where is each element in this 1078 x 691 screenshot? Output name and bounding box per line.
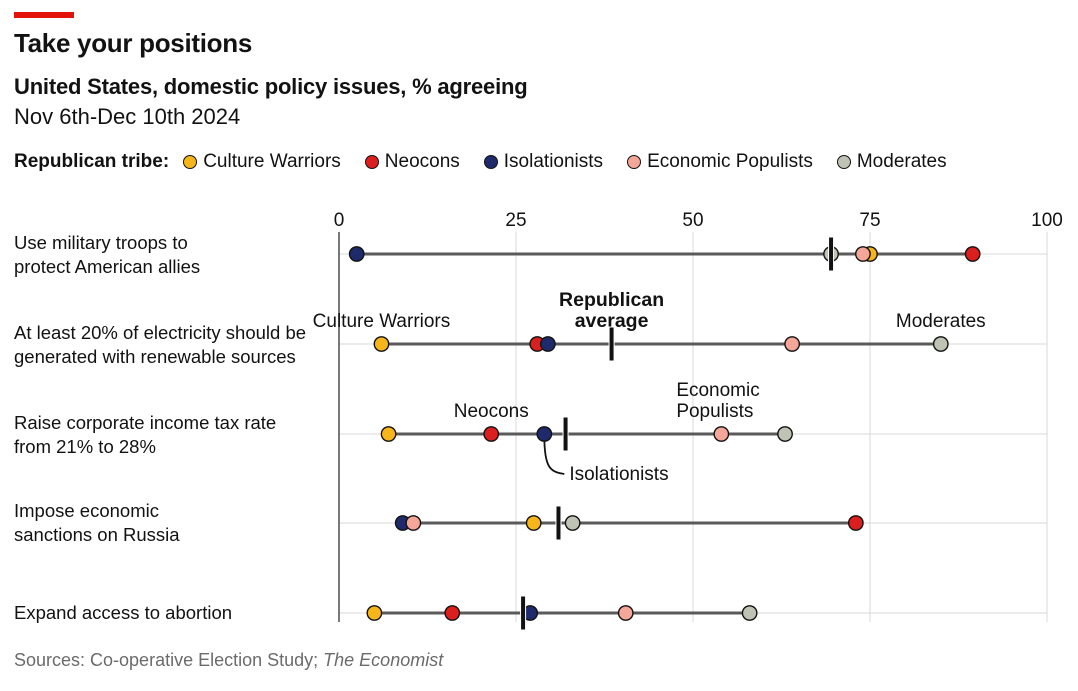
x-tick-label: 100 bbox=[1031, 210, 1063, 231]
accent-bar bbox=[14, 12, 74, 18]
annotation-moderates: Moderates bbox=[896, 311, 986, 332]
x-tick-label: 25 bbox=[505, 210, 526, 231]
dot-economic-populists bbox=[855, 246, 871, 262]
average-marker bbox=[520, 595, 527, 631]
dot-moderates bbox=[564, 515, 581, 531]
source-publication: The Economist bbox=[323, 650, 444, 670]
average-marker bbox=[562, 416, 569, 452]
annotation-isolationists: Isolationists bbox=[569, 464, 668, 485]
row-label-line: protect American allies bbox=[14, 256, 201, 277]
legend-item-economic-populists: Economic Populists bbox=[627, 151, 813, 173]
x-tick-label: 50 bbox=[682, 210, 703, 231]
dot-economic-populists bbox=[617, 605, 634, 621]
row-label-line: At least 20% of electricity should be bbox=[14, 322, 307, 343]
chart-subtitle: United States, domestic policy issues, %… bbox=[14, 74, 528, 99]
row-label-renewables: At least 20% of electricity should be ge… bbox=[14, 321, 334, 369]
source-note: Sources: Co-operative Election Study; Th… bbox=[14, 650, 443, 671]
legend-dot bbox=[483, 155, 498, 169]
annotation-republican-average: average bbox=[575, 310, 649, 332]
dot-culture-warriors bbox=[373, 336, 390, 352]
dot-culture-warriors bbox=[525, 515, 542, 531]
dot-neocons bbox=[847, 515, 864, 531]
annotation-culture-warriors: Culture Warriors bbox=[313, 311, 451, 332]
chart-title: Take your positions bbox=[14, 28, 252, 58]
annotation-republican-average: Republican bbox=[559, 289, 664, 311]
legend-dot bbox=[627, 155, 642, 169]
dot-isolationists bbox=[348, 246, 365, 262]
legend: Republican tribe: Culture Warriors Neoco… bbox=[14, 151, 971, 173]
legend-dot bbox=[183, 155, 198, 169]
legend-dot bbox=[364, 155, 379, 169]
row-label-line: Impose economic bbox=[14, 500, 159, 521]
dot-moderates bbox=[741, 605, 758, 621]
annotation-economic-populists: Economic bbox=[676, 380, 759, 401]
annotation-neocons: Neocons bbox=[454, 401, 529, 422]
source-text: Sources: Co-operative Election Study; bbox=[14, 650, 324, 670]
dot-economic-populists bbox=[784, 336, 801, 352]
dot-neocons bbox=[444, 605, 461, 621]
legend-label: Isolationists bbox=[503, 151, 604, 172]
row-label-line: sanctions on Russia bbox=[14, 524, 180, 545]
legend-item-neocons: Neocons bbox=[364, 151, 460, 173]
dot-neocons bbox=[483, 426, 500, 442]
dot-moderates bbox=[932, 336, 949, 352]
x-tick-label: 75 bbox=[859, 210, 880, 231]
legend-item-isolationists: Isolationists bbox=[483, 151, 604, 173]
annotation-leader-line bbox=[543, 435, 565, 475]
x-tick-label: 0 bbox=[334, 210, 345, 231]
dot-economic-populists bbox=[405, 515, 422, 531]
legend-label: Culture Warriors bbox=[203, 151, 341, 172]
annotation-economic-populists: Populists bbox=[676, 401, 753, 422]
row-label-abortion: Expand access to abortion bbox=[14, 601, 334, 625]
dot-moderates bbox=[777, 426, 793, 442]
legend-label: Neocons bbox=[384, 151, 460, 172]
legend-label: Economic Populists bbox=[647, 151, 813, 172]
dot-culture-warriors bbox=[366, 605, 383, 621]
dot-isolationists bbox=[536, 426, 553, 442]
legend-dot bbox=[836, 155, 851, 169]
average-marker bbox=[555, 505, 562, 541]
row-label-sanctions: Impose economic sanctions on Russia bbox=[14, 499, 334, 547]
dot-neocons bbox=[964, 246, 981, 262]
row-label-line: generated with renewable sources bbox=[14, 346, 296, 367]
row-label-line: Expand access to abortion bbox=[14, 602, 233, 623]
row-label-line: Raise corporate income tax rate bbox=[14, 412, 277, 433]
legend-item-culture-warriors: Culture Warriors bbox=[183, 151, 341, 173]
average-marker bbox=[828, 236, 835, 272]
row-label-line: from 21% to 28% bbox=[14, 436, 156, 457]
dot-economic-populists bbox=[713, 426, 730, 442]
legend-title: Republican tribe: bbox=[14, 151, 170, 172]
row-label-troops: Use military troops to protect American … bbox=[14, 231, 334, 279]
average-marker bbox=[608, 326, 615, 362]
date-range: Nov 6th-Dec 10th 2024 bbox=[14, 104, 241, 129]
row-label-line: Use military troops to bbox=[14, 232, 188, 253]
dot-isolationists bbox=[539, 336, 556, 352]
legend-label: Moderates bbox=[856, 151, 947, 172]
row-label-corporate-tax: Raise corporate income tax rate from 21%… bbox=[14, 411, 334, 459]
legend-item-moderates: Moderates bbox=[836, 151, 947, 173]
dot-culture-warriors bbox=[380, 426, 397, 442]
